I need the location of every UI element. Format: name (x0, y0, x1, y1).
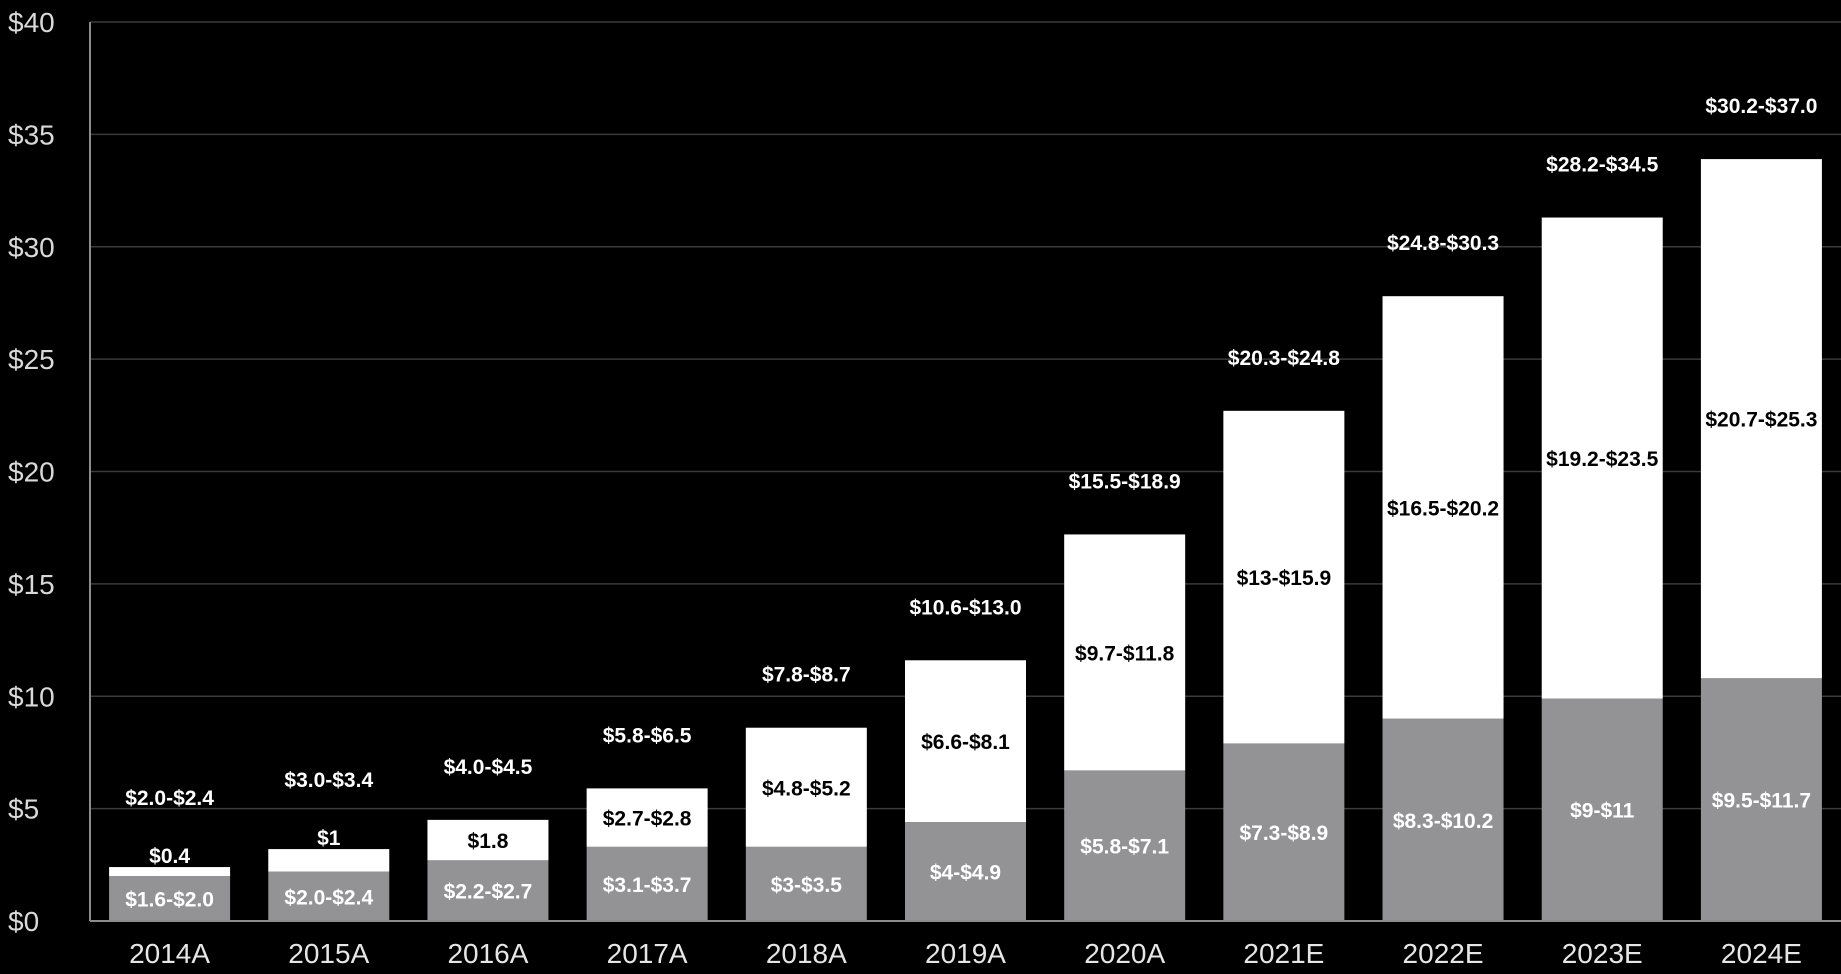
x-tick-label: 2018A (766, 938, 847, 969)
bottom-segment-label: $2.2-$2.7 (444, 881, 533, 904)
y-tick-label: $40 (8, 7, 55, 38)
top-segment-label: $13-$15.9 (1237, 567, 1332, 590)
top-segment-label: $6.6-$8.1 (921, 731, 1010, 754)
top-segment-label: $9.7-$11.8 (1075, 642, 1175, 665)
y-tick-label: $25 (8, 344, 55, 375)
total-label: $30.2-$37.0 (1705, 95, 1817, 118)
top-segment-label: $19.2-$23.5 (1546, 448, 1658, 471)
bottom-segment-label: $9-$11 (1570, 800, 1635, 823)
top-segment-label: $16.5-$20.2 (1387, 497, 1499, 520)
bar-segment-top (1064, 534, 1186, 771)
y-tick-label: $15 (8, 569, 55, 600)
total-label: $24.8-$30.3 (1387, 232, 1499, 255)
bar-segment-bottom (745, 846, 867, 921)
top-segment-label: $1 (317, 827, 341, 850)
total-label: $3.0-$3.4 (284, 769, 373, 792)
y-tick-label: $5 (8, 794, 39, 825)
x-tick-label: 2024E (1721, 938, 1802, 969)
bar-segment-top (586, 788, 708, 847)
x-tick-label: 2016A (447, 938, 528, 969)
bar-segment-bottom (586, 846, 708, 921)
top-segment-label: $0.4 (149, 845, 190, 868)
bar-segment-bottom (1541, 698, 1663, 921)
x-tick-label: 2023E (1562, 938, 1643, 969)
total-label: $15.5-$18.9 (1069, 470, 1181, 493)
bar-segment-bottom (1382, 718, 1504, 921)
bottom-segment-label: $7.3-$8.9 (1239, 822, 1328, 845)
total-label: $28.2-$34.5 (1546, 154, 1658, 177)
top-segment-label: $2.7-$2.8 (603, 808, 692, 831)
bar-segment-top (109, 867, 231, 877)
bar-segment-top (1382, 296, 1504, 719)
bottom-segment-label: $2.0-$2.4 (284, 886, 373, 909)
top-segment-label: $20.7-$25.3 (1705, 409, 1817, 432)
x-tick-label: 2015A (288, 938, 369, 969)
bar-segment-top (1541, 217, 1663, 699)
bottom-segment-label: $9.5-$11.7 (1712, 790, 1811, 813)
total-label: $7.8-$8.7 (762, 664, 851, 687)
x-tick-label: 2014A (129, 938, 210, 969)
top-segment-label: $1.8 (468, 830, 509, 853)
total-label: $20.3-$24.8 (1228, 347, 1340, 370)
y-tick-label: $20 (8, 457, 55, 488)
bar-segment-top (1223, 410, 1345, 744)
x-tick-label: 2017A (607, 938, 688, 969)
x-tick-label: 2020A (1084, 938, 1165, 969)
bar-segment-top (427, 819, 549, 861)
y-tick-label: $0 (8, 906, 39, 937)
total-label: $2.0-$2.4 (125, 787, 214, 810)
x-tick-label: 2022E (1403, 938, 1484, 969)
bar-segment-bottom (268, 871, 390, 921)
y-tick-label: $10 (8, 681, 55, 712)
bar-segment-bottom (1700, 678, 1822, 921)
y-tick-label: $35 (8, 119, 55, 150)
bar-segment-bottom (109, 876, 231, 921)
y-tick-label: $30 (8, 232, 55, 263)
bottom-segment-label: $5.8-$7.1 (1080, 836, 1169, 859)
bar-segment-top (745, 727, 867, 847)
bottom-segment-label: $3.1-$3.7 (603, 874, 692, 897)
bottom-segment-label: $8.3-$10.2 (1393, 810, 1493, 833)
bar-segment-top (905, 660, 1026, 823)
bar-segment-bottom (427, 860, 549, 921)
bottom-segment-label: $4-$4.9 (930, 862, 1001, 885)
bar-segment-top (1700, 159, 1822, 679)
total-label: $5.8-$6.5 (603, 724, 692, 747)
bottom-segment-label: $3-$3.5 (771, 874, 843, 897)
bar-segment-bottom (1223, 743, 1345, 921)
bar-segment-bottom (905, 822, 1026, 921)
total-label: $10.6-$13.0 (909, 596, 1021, 619)
total-label: $4.0-$4.5 (444, 756, 533, 779)
bar-segment-top (268, 849, 390, 872)
top-segment-label: $4.8-$5.2 (762, 777, 851, 800)
x-tick-label: 2019A (925, 938, 1006, 969)
x-tick-label: 2021E (1243, 938, 1324, 969)
bar-segment-bottom (1064, 770, 1186, 921)
bottom-segment-label: $1.6-$2.0 (125, 889, 214, 912)
